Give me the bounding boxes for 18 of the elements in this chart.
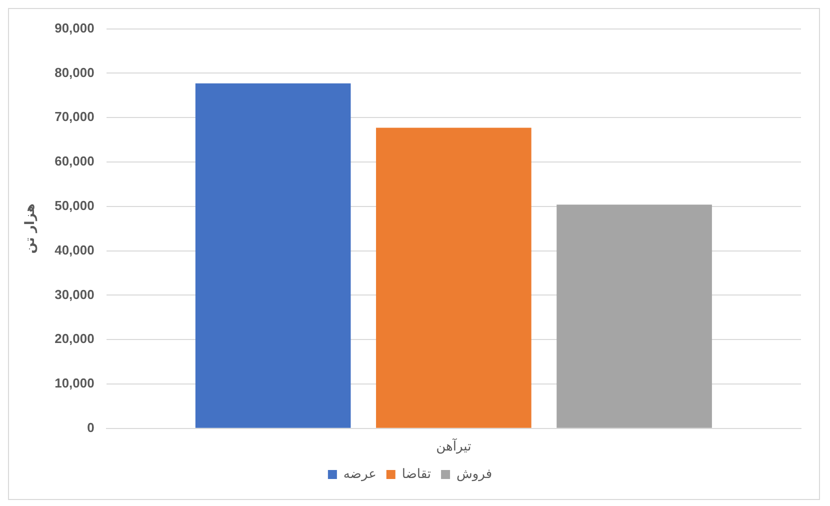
bar [376, 128, 532, 428]
y-axis-title: هزار تن [23, 204, 38, 254]
y-tick-label: 0 [87, 420, 94, 435]
legend-label: عرضه [343, 466, 376, 482]
y-tick-label: 20,000 [54, 331, 94, 346]
y-tick-label: 60,000 [54, 154, 94, 169]
bar [195, 83, 351, 428]
y-tick-label: 90,000 [54, 20, 94, 36]
x-tick-label: تیرآهن [436, 438, 472, 455]
y-tick-label: 70,000 [54, 109, 94, 124]
legend-label: فروش [456, 466, 492, 482]
y-tick-label: 50,000 [54, 198, 94, 213]
y-tick-label: 80,000 [54, 64, 94, 80]
y-tick-label: 10,000 [54, 376, 94, 391]
y-tick-label: 40,000 [54, 242, 94, 258]
bar [556, 204, 712, 428]
y-tick-label: 30,000 [54, 286, 94, 302]
legend-label: تقاضا [402, 466, 432, 482]
